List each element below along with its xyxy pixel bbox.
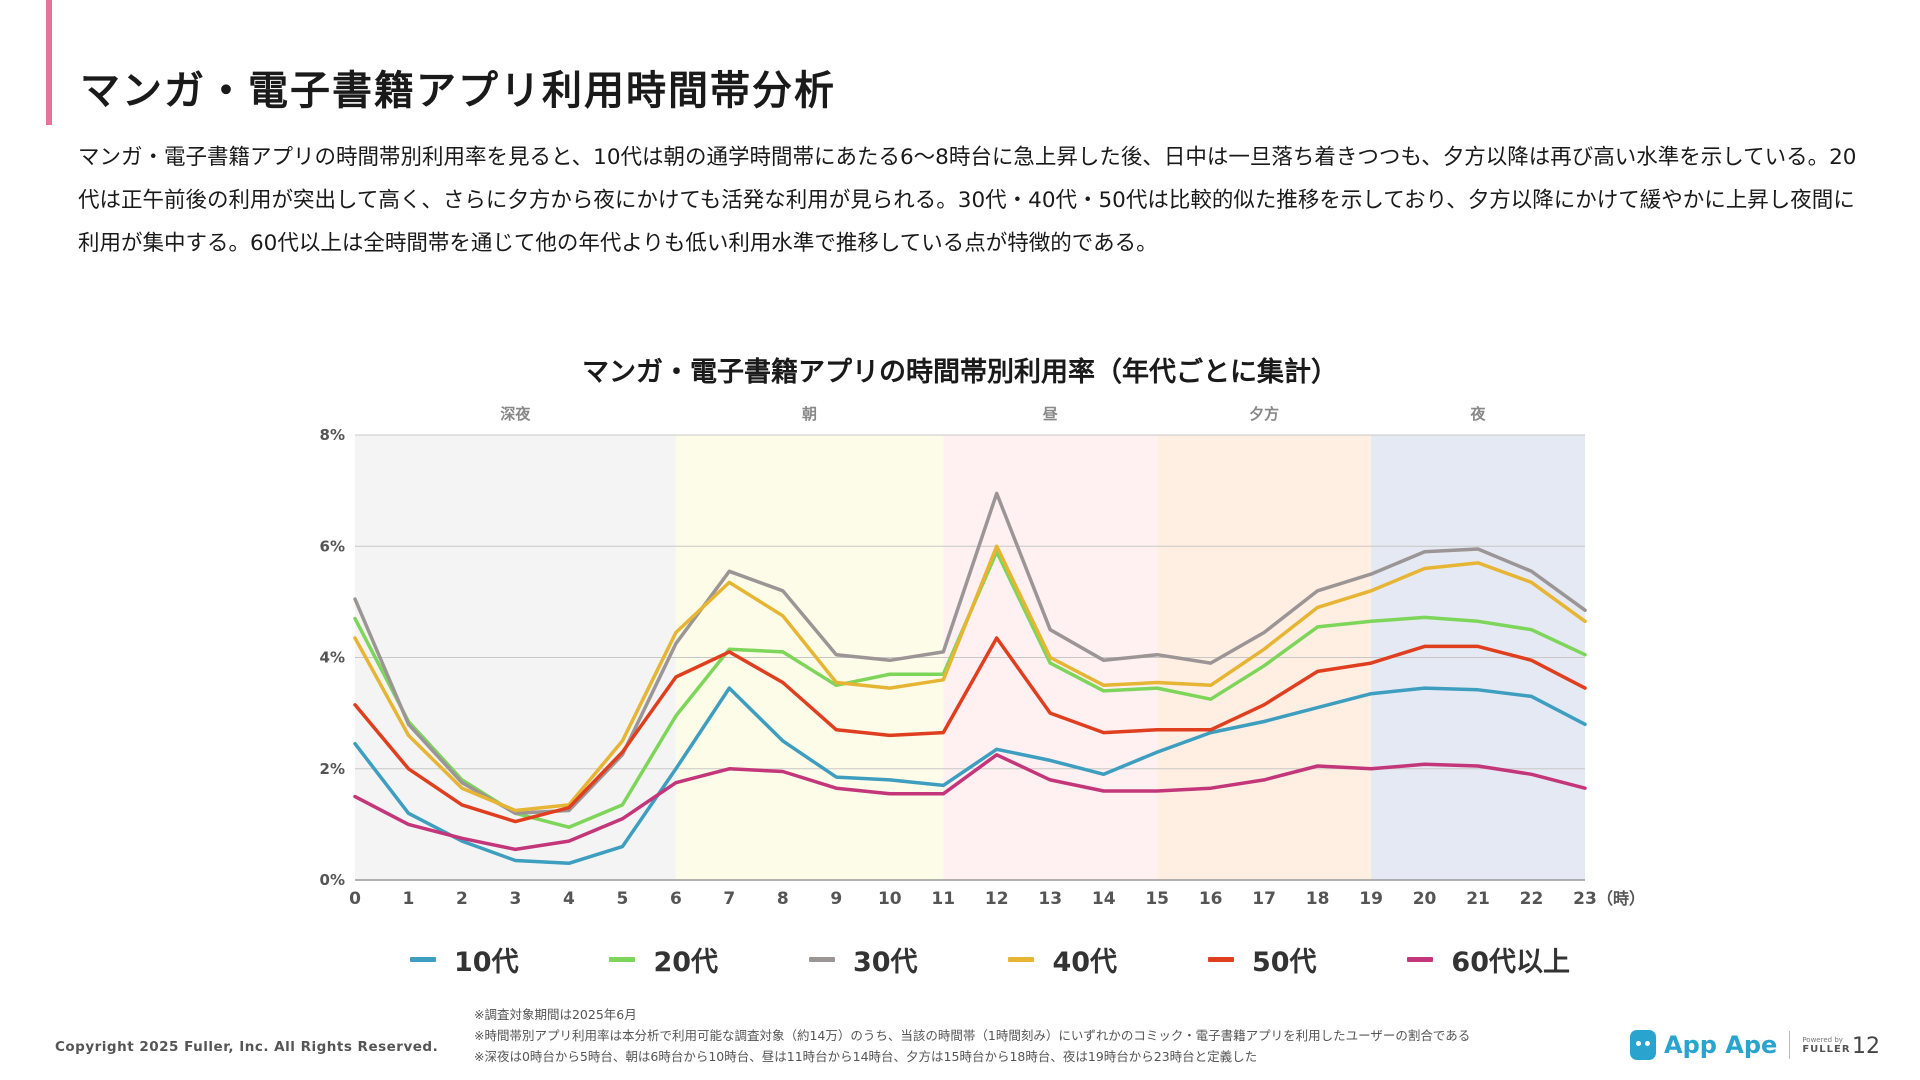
brand-divider (1789, 1031, 1791, 1059)
legend-swatch (1407, 957, 1434, 962)
legend-swatch (808, 957, 835, 962)
x-tick-label: 1 (403, 889, 415, 909)
summary-text: マンガ・電子書籍アプリの時間帯別利用率を見ると、10代は朝の通学時間帯にあたる6… (78, 145, 1857, 256)
legend-label: 40代 (1052, 947, 1118, 978)
band-label: 深夜 (500, 405, 531, 423)
band-label: 夕方 (1249, 405, 1279, 423)
axes: 0%2%4%6%8%0 1 2 3 4 5 6 7 8 9 10 11 12 13 14 15 16 17 18 19… (320, 426, 1645, 909)
page-number: 12 (1852, 1034, 1880, 1059)
x-tick-label: 15 (1145, 889, 1169, 909)
y-tick-label: 6% (320, 537, 345, 555)
x-tick-label: 7 (723, 889, 735, 909)
legend-item: 20代 (609, 940, 718, 979)
legend-swatch (609, 957, 636, 962)
series-lines (353, 491, 1587, 866)
footnote: ※調査対象期間は2025年6月 (474, 1007, 637, 1022)
legend-item: 10代 (410, 940, 519, 979)
x-tick-label: 14 (1092, 889, 1116, 909)
powered-by-label: Powered by (1802, 1036, 1843, 1044)
brand-logo: App Ape Powered by FULLER (1630, 1030, 1851, 1060)
legend-swatch (1008, 957, 1035, 962)
legend-label: 50代 (1251, 947, 1317, 978)
legend-swatch (410, 957, 436, 962)
x-tick-label: 19 (1359, 889, 1383, 909)
y-tick-label: 0% (320, 871, 345, 889)
x-axis-unit: （時） (1597, 889, 1645, 908)
title-accent-bar (46, 0, 52, 125)
x-tick-label: 16 (1199, 889, 1223, 909)
powered-by: Powered by FULLER (1802, 1035, 1850, 1055)
x-tick-label: 10 (878, 889, 902, 909)
y-tick-label: 2% (320, 760, 345, 778)
x-tick-label: 9 (830, 889, 842, 909)
x-tick-label: 20 (1413, 889, 1437, 909)
footnotes: ※調査対象期間は2025年6月 ※時間帯別アプリ利用率は本分析で利用可能な調査対… (474, 1004, 1470, 1067)
x-tick-label: 22 (1520, 889, 1544, 909)
y-tick-label: 4% (320, 649, 345, 667)
series-line (353, 686, 1587, 866)
chart-legend: 10代 20代 30代 40代 50代 60代以上 (410, 940, 1570, 979)
band-label: 夜 (1470, 405, 1487, 423)
copyright: Copyright 2025 Fuller, Inc. All Rights R… (55, 1039, 439, 1055)
legend-label: 10代 (454, 947, 519, 978)
brand-name: App Ape (1664, 1031, 1778, 1059)
x-tick-label: 0 (349, 889, 361, 909)
x-tick-label: 5 (616, 889, 628, 909)
fuller-logo: FULLER (1802, 1044, 1851, 1055)
series-line (353, 544, 1587, 813)
legend-label: 60代以上 (1451, 947, 1570, 978)
x-tick-label: 3 (510, 889, 522, 909)
x-tick-label: 21 (1466, 889, 1490, 909)
series-line (353, 753, 1587, 852)
x-tick-label: 4 (563, 889, 575, 909)
chart-title: マンガ・電子書籍アプリの時間帯別利用率（年代ごとに集計） (582, 357, 1338, 388)
x-tick-label: 6 (670, 889, 682, 909)
x-tick-label: 2 (456, 889, 468, 909)
band-label: 昼 (1043, 405, 1058, 423)
usage-line-chart: 深夜朝昼夕方夜 0%2%4%6%8%0 1 2 3 4 5 6 7 8 9 10 11 12 13 14 15… (320, 405, 1645, 909)
band-label: 朝 (802, 405, 817, 423)
series-line (353, 636, 1587, 824)
footnote: ※時間帯別アプリ利用率は本分析で利用可能な調査対象（約14万）のうち、当該の時間… (474, 1028, 1471, 1043)
x-tick-label: 23 (1573, 889, 1597, 909)
footnote: ※深夜は0時台から5時台、朝は6時台から10時台、昼は11時台から14時台、夕方… (474, 1049, 1258, 1064)
legend-item: 40代 (1008, 940, 1117, 979)
legend-item: 30代 (808, 940, 918, 979)
legend-swatch (1207, 957, 1234, 962)
y-tick-label: 8% (320, 426, 345, 444)
x-tick-label: 13 (1038, 889, 1062, 909)
x-tick-label: 18 (1306, 889, 1330, 909)
x-tick-label: 12 (985, 889, 1009, 909)
legend-label: 30代 (852, 947, 918, 978)
x-tick-label: 8 (777, 889, 789, 909)
legend-label: 20代 (653, 947, 719, 978)
legend-item: 60代以上 (1407, 940, 1570, 979)
x-tick-label: 11 (931, 889, 955, 909)
legend-item: 50代 (1207, 940, 1317, 979)
x-tick-label: 17 (1252, 889, 1276, 909)
app-ape-icon (1630, 1030, 1656, 1060)
page-title: マンガ・電子書籍アプリ利用時間帯分析 (80, 68, 836, 114)
